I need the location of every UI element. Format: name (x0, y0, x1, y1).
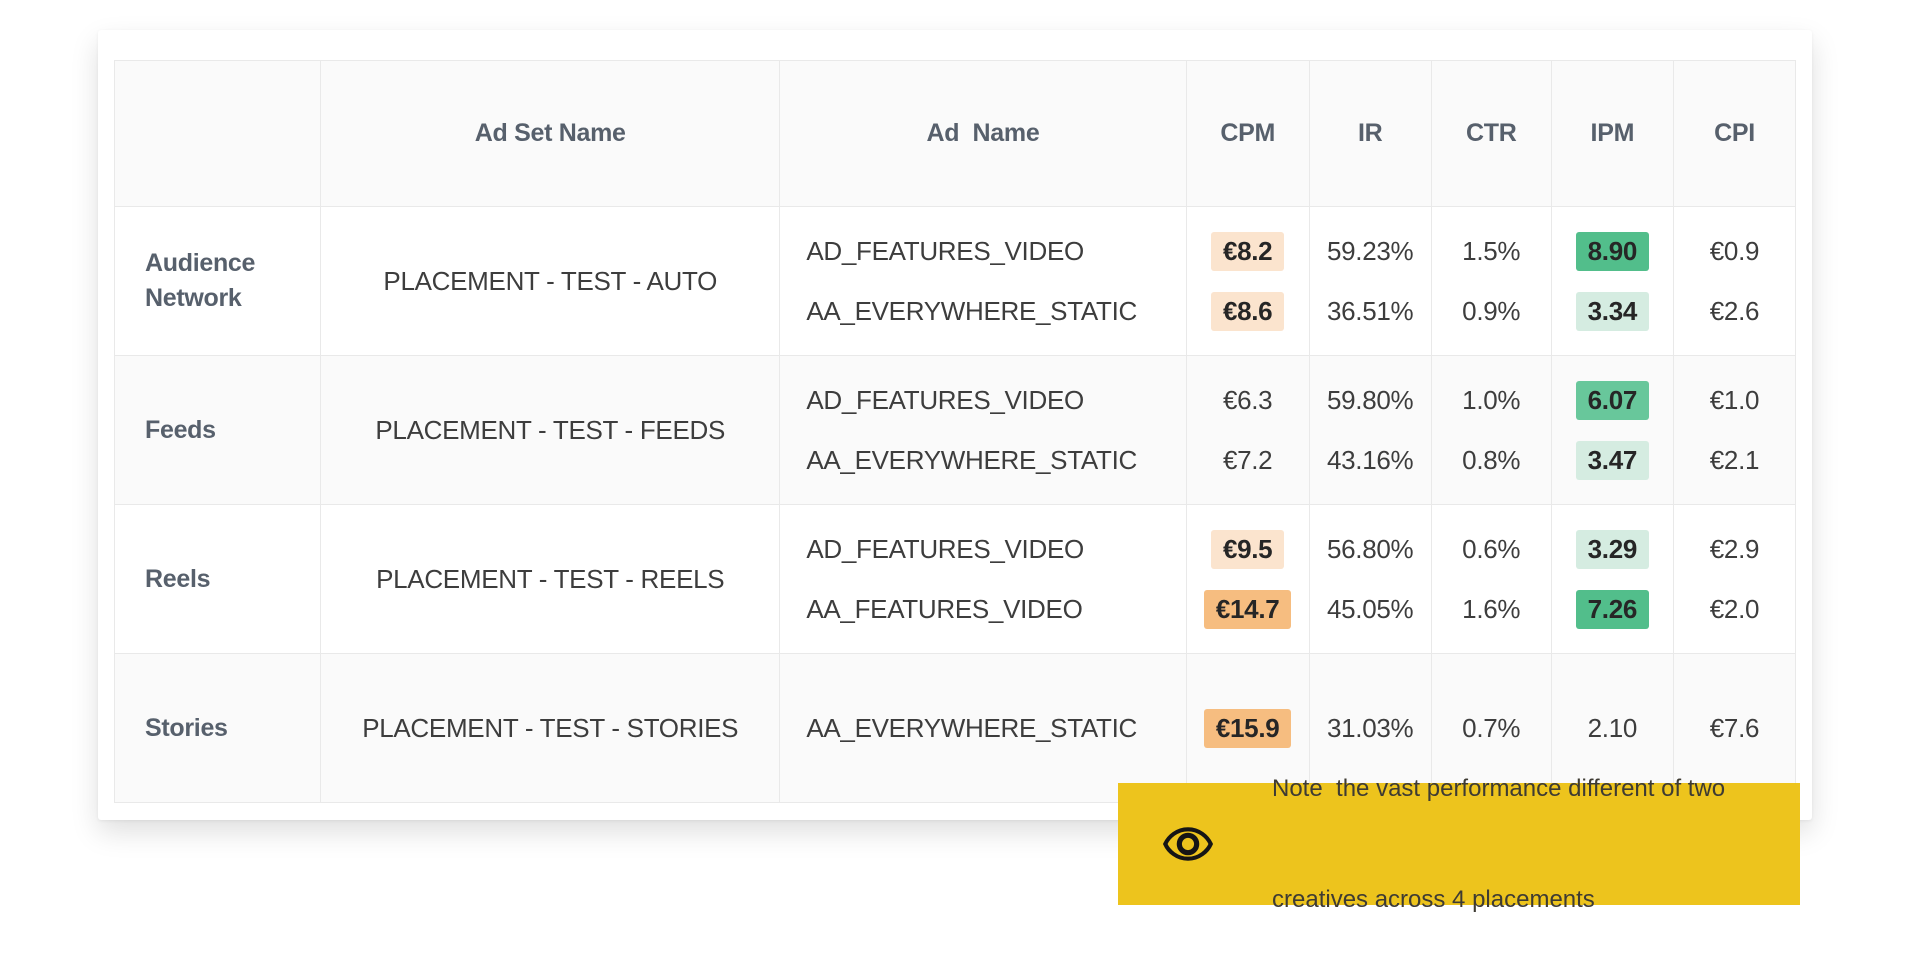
ir-cell: 31.03% (1308, 653, 1432, 803)
ctr-value: 0.7% (1462, 712, 1521, 743)
row-label: Audience Network (113, 206, 322, 356)
note-text-line: creatives across 4 placements (1272, 886, 1595, 914)
cpi-value: €0.9 (1709, 235, 1760, 266)
metrics-table: Ad Set Name Ad Name CPM IR CTR IPM CPI A… (113, 60, 1797, 803)
cpi-value: €7.6 (1709, 712, 1760, 743)
row-group-feeds: Feeds PLACEMENT - TEST - FEEDS AD_FEATUR… (113, 355, 1797, 505)
ctr-value: 0.6% (1462, 533, 1521, 564)
header-cell-ctr: CTR (1430, 60, 1552, 207)
note-text: Note the vast performance different of t… (1272, 695, 1725, 956)
header-cell-ir: IR (1308, 60, 1432, 207)
ipm-cell: 2.10 (1550, 653, 1674, 803)
ctr-value: 0.8% (1462, 444, 1521, 475)
ad-name-cell: AD_FEATURES_VIDEO AA_FEATURES_VIDEO (779, 504, 1187, 654)
ipm-value: 3.47 (1575, 440, 1650, 480)
row-group-stories: Stories PLACEMENT - TEST - STORIES AA_EV… (113, 653, 1797, 803)
cpi-value: €2.6 (1709, 295, 1760, 326)
cpm-value: €7.2 (1222, 444, 1273, 475)
cpm-cell: €8.2 €8.6 (1185, 206, 1310, 356)
header-cell-blank (113, 60, 322, 207)
ipm-value: 2.10 (1587, 712, 1638, 743)
header-cell-ipm: IPM (1550, 60, 1674, 207)
header-row: Ad Set Name Ad Name CPM IR CTR IPM CPI (113, 60, 1797, 207)
cpm-value: €15.9 (1203, 708, 1292, 748)
ipm-value: 3.34 (1575, 291, 1650, 331)
ad-name-cell: AD_FEATURES_VIDEO AA_EVERYWHERE_STATIC (779, 355, 1187, 505)
cpm-value: €6.3 (1222, 384, 1273, 415)
ir-value: 43.16% (1326, 444, 1414, 475)
ctr-value: 1.6% (1462, 593, 1521, 624)
ad-set-name: PLACEMENT - TEST - FEEDS (320, 355, 781, 505)
cpi-value: €2.9 (1709, 533, 1760, 564)
ir-value: 59.80% (1326, 384, 1414, 415)
ad-name-cell: AD_FEATURES_VIDEO AA_EVERYWHERE_STATIC (779, 206, 1187, 356)
cpi-value: €2.0 (1709, 593, 1760, 624)
ipm-value: 7.26 (1575, 589, 1650, 629)
ir-cell: 56.80% 45.05% (1308, 504, 1432, 654)
ctr-value: 0.9% (1462, 295, 1521, 326)
cpm-cell: €6.3 €7.2 (1185, 355, 1310, 505)
ctr-cell: 0.6% 1.6% (1430, 504, 1552, 654)
cpi-cell: €7.6 (1672, 653, 1797, 803)
ctr-cell: 0.7% (1430, 653, 1552, 803)
ipm-value: 8.90 (1575, 231, 1650, 271)
cpi-value: €1.0 (1709, 384, 1760, 415)
ad-set-name: PLACEMENT - TEST - STORIES (320, 653, 781, 803)
cpi-cell: €0.9 €2.6 (1672, 206, 1797, 356)
ir-value: 45.05% (1326, 593, 1414, 624)
eye-icon (1156, 818, 1220, 870)
cpi-value: €2.1 (1709, 444, 1760, 475)
row-group-reels: Reels PLACEMENT - TEST - REELS AD_FEATUR… (113, 504, 1797, 654)
ad-name: AD_FEATURES_VIDEO (806, 235, 1084, 266)
ctr-cell: 1.0% 0.8% (1430, 355, 1552, 505)
ir-value: 36.51% (1326, 295, 1414, 326)
header-cell-ad-name: Ad Name (779, 60, 1187, 207)
ad-name: AA_FEATURES_VIDEO (806, 593, 1083, 624)
ad-set-name: PLACEMENT - TEST - AUTO (320, 206, 781, 356)
ad-name: AD_FEATURES_VIDEO (806, 384, 1084, 415)
cpm-value: €8.6 (1210, 291, 1285, 331)
ipm-value: 3.29 (1575, 529, 1650, 569)
note-box: Note the vast performance different of t… (1118, 775, 1800, 913)
ad-set-name: PLACEMENT - TEST - REELS (320, 504, 781, 654)
cpi-cell: €2.9 €2.0 (1672, 504, 1797, 654)
ad-name: AA_EVERYWHERE_STATIC (806, 712, 1137, 743)
ad-name: AA_EVERYWHERE_STATIC (806, 444, 1137, 475)
cpi-cell: €1.0 €2.1 (1672, 355, 1797, 505)
ctr-cell: 1.5% 0.9% (1430, 206, 1552, 356)
ir-value: 31.03% (1326, 712, 1414, 743)
row-label: Stories (113, 653, 322, 803)
ir-cell: 59.23% 36.51% (1308, 206, 1432, 356)
header-cell-ad-set-name: Ad Set Name (320, 60, 781, 207)
row-label: Feeds (113, 355, 322, 505)
ir-cell: 59.80% 43.16% (1308, 355, 1432, 505)
ad-name: AA_EVERYWHERE_STATIC (806, 295, 1137, 326)
note-text-line: Note the vast performance different of t… (1272, 774, 1726, 802)
ipm-cell: 6.07 3.47 (1550, 355, 1674, 505)
ad-name: AD_FEATURES_VIDEO (806, 533, 1084, 564)
ir-value: 59.23% (1326, 235, 1414, 266)
row-label: Reels (113, 504, 322, 654)
ctr-value: 1.0% (1462, 384, 1521, 415)
header-cell-cpm: CPM (1185, 60, 1310, 207)
ipm-cell: 8.90 3.34 (1550, 206, 1674, 356)
row-group-audience-network: Audience Network PLACEMENT - TEST - AUTO… (113, 206, 1797, 356)
table-card: Ad Set Name Ad Name CPM IR CTR IPM CPI A… (98, 30, 1812, 820)
ad-name-cell: AA_EVERYWHERE_STATIC (779, 653, 1187, 803)
cpm-value: €8.2 (1210, 231, 1285, 271)
ctr-value: 1.5% (1462, 235, 1521, 266)
cpm-value: €14.7 (1203, 589, 1292, 629)
cpm-cell: €9.5 €14.7 (1185, 504, 1310, 654)
header-cell-cpi: CPI (1672, 60, 1797, 207)
ipm-value: 6.07 (1575, 380, 1650, 420)
cpm-value: €9.5 (1210, 529, 1285, 569)
ir-value: 56.80% (1326, 533, 1414, 564)
ipm-cell: 3.29 7.26 (1550, 504, 1674, 654)
